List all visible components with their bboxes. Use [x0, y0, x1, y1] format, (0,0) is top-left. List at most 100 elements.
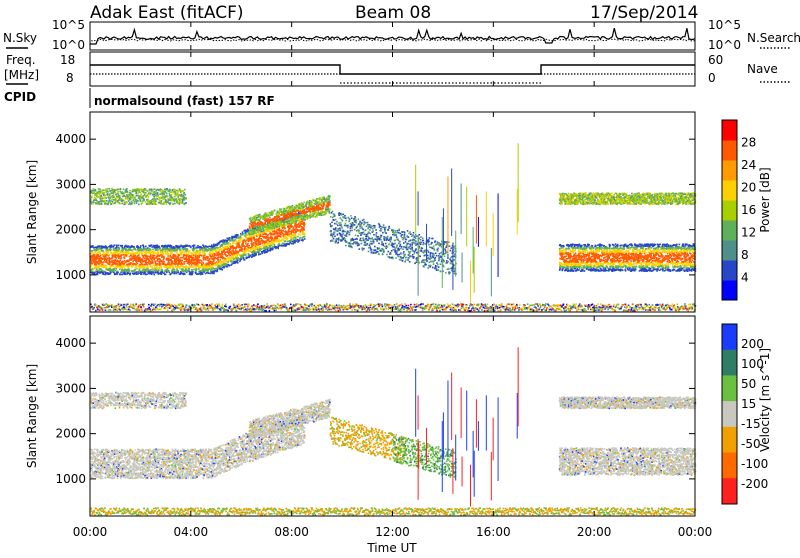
power-cell	[209, 268, 211, 270]
power-cell	[233, 242, 235, 244]
power-cell	[218, 248, 220, 250]
power-cell	[243, 242, 245, 244]
power-cell	[213, 273, 215, 275]
power-cell	[91, 191, 93, 193]
power-cell	[148, 199, 150, 201]
power-cell	[101, 203, 103, 205]
power-cell	[109, 260, 111, 262]
power-cell	[154, 188, 156, 190]
power-cell	[257, 231, 259, 233]
power-cell	[117, 191, 119, 193]
power-cell	[112, 260, 114, 262]
power-cell	[286, 217, 288, 219]
power-cell	[207, 256, 209, 258]
power-cell	[110, 249, 112, 251]
power-cell	[98, 196, 100, 198]
power-cell	[284, 208, 286, 210]
power-cell	[251, 241, 253, 243]
power-cell	[110, 201, 112, 203]
power-cell	[193, 247, 195, 249]
power-cell	[142, 259, 144, 261]
power-cell	[191, 264, 193, 266]
freq-panel-frame	[90, 52, 695, 86]
power-cell	[205, 258, 207, 260]
power-cell	[197, 256, 199, 258]
power-cell	[164, 202, 166, 204]
power-cell	[258, 252, 260, 254]
freq-panel: Freq. [MHz] 18 8 60 0 Nave	[4, 52, 790, 86]
power-cell	[142, 252, 144, 254]
power-cell	[156, 244, 158, 246]
power-cell	[250, 217, 252, 219]
power-cell	[237, 262, 239, 264]
power-cell	[121, 257, 123, 259]
power-cell	[91, 264, 93, 266]
power-cell	[106, 254, 108, 256]
power-cell	[137, 253, 139, 255]
power-cell	[169, 193, 171, 195]
power-cell	[199, 262, 201, 264]
power-cell	[153, 274, 155, 276]
power-cell	[117, 272, 119, 274]
power-cell	[176, 261, 178, 263]
power-cell	[209, 258, 211, 260]
power-cell	[132, 251, 134, 253]
power-cell	[210, 252, 212, 254]
power-cell	[151, 191, 153, 193]
power-cell	[253, 242, 255, 244]
power-cell	[279, 241, 281, 243]
power-cell	[116, 198, 118, 200]
power-cell	[172, 197, 174, 199]
power-cell	[258, 254, 260, 256]
power-cell	[201, 266, 203, 268]
power-cell	[264, 222, 266, 224]
power-cell	[300, 237, 302, 239]
power-cell	[155, 261, 157, 263]
power-cell	[240, 241, 242, 243]
power-cell	[229, 265, 231, 267]
power-cell	[283, 223, 285, 225]
power-cell	[161, 271, 163, 273]
power-cell	[248, 257, 250, 259]
power-cell	[174, 269, 176, 271]
power-cell	[161, 189, 163, 191]
power-cell	[219, 246, 221, 248]
power-cell	[133, 271, 135, 273]
power-cell	[138, 255, 140, 257]
power-cell	[288, 244, 290, 246]
power-cell	[246, 251, 248, 253]
power-cell	[103, 262, 105, 264]
power-cell	[140, 201, 142, 203]
power-cell	[150, 249, 152, 251]
power-cell	[110, 196, 112, 198]
power-cell	[139, 253, 141, 255]
power-cell	[245, 254, 247, 256]
power-cell	[126, 188, 128, 190]
power-cell	[179, 203, 181, 205]
power-cell	[170, 202, 172, 204]
power-cell	[204, 255, 206, 257]
power-cell	[250, 219, 252, 221]
power-cell	[103, 194, 105, 196]
power-cell	[135, 269, 137, 271]
power-cell	[105, 256, 107, 258]
power-cell	[189, 259, 191, 261]
power-cell	[241, 238, 243, 240]
power-cell	[143, 199, 145, 201]
power-cell	[293, 227, 295, 229]
power-cell	[288, 230, 290, 232]
power-cell	[242, 248, 244, 250]
power-cell	[164, 261, 166, 263]
power-cell	[106, 247, 108, 249]
power-cell	[172, 264, 174, 266]
power-cell	[277, 248, 279, 250]
power-cell	[281, 209, 283, 211]
power-cell	[167, 255, 169, 257]
power-cell	[262, 222, 264, 224]
power-cell	[227, 255, 229, 257]
power-cell	[214, 253, 216, 255]
power-cell	[188, 258, 190, 260]
power-cell	[255, 232, 257, 234]
power-cell	[272, 231, 274, 233]
power-cell	[254, 226, 256, 228]
